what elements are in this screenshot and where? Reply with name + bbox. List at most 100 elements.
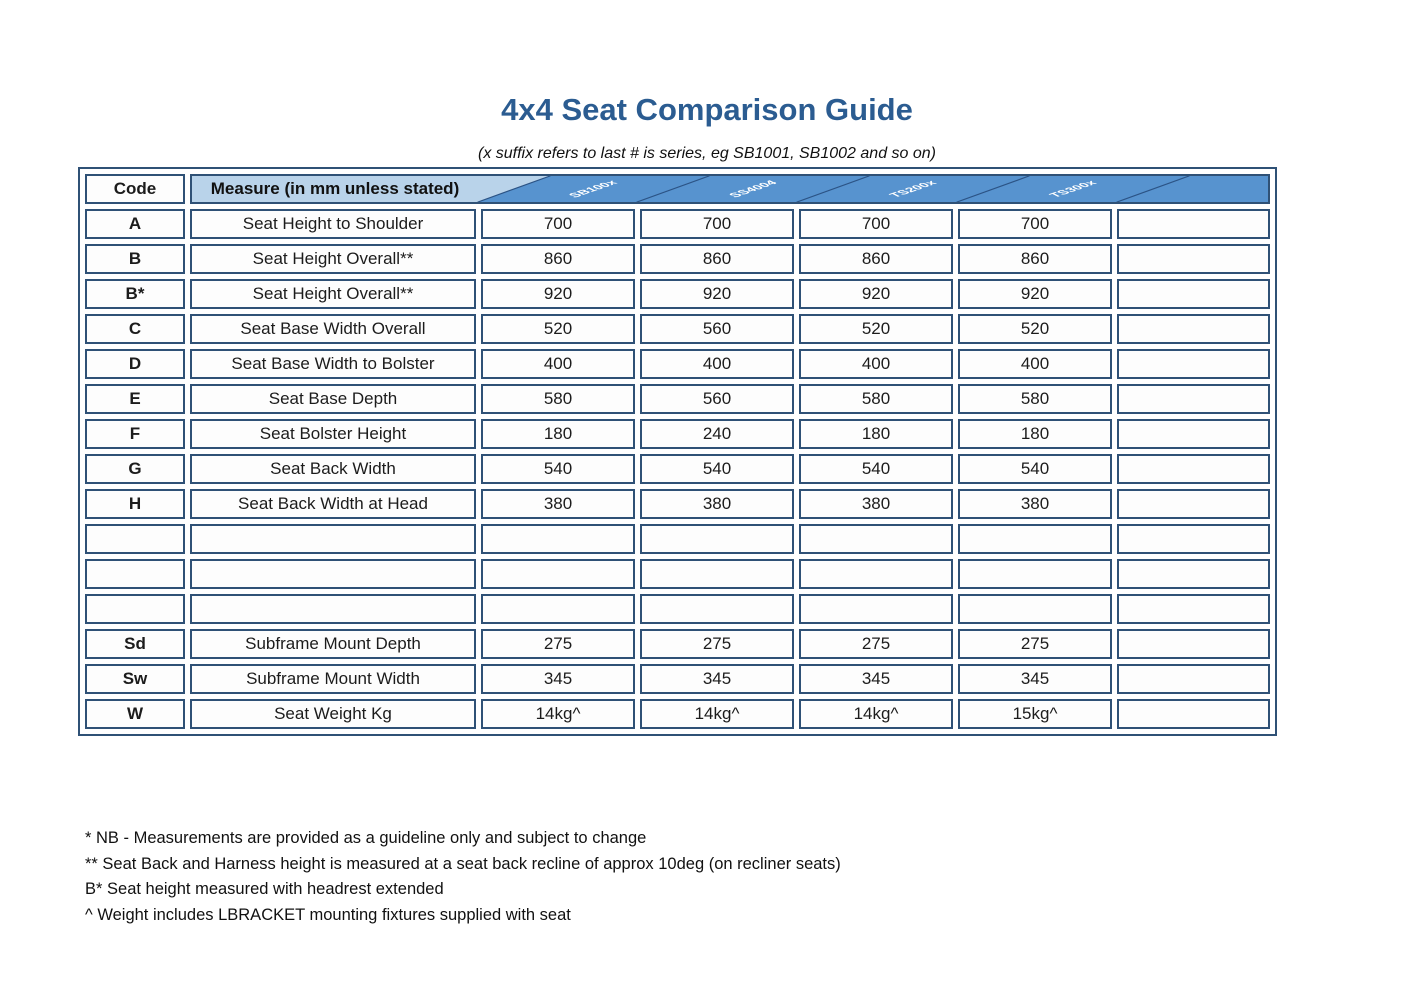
table-row: F Seat Bolster Height 180 240 180 180	[85, 419, 1270, 449]
footnotes: * NB - Measurements are provided as a gu…	[85, 826, 1185, 928]
cell-value	[1117, 454, 1270, 484]
cell-value: 580	[481, 384, 635, 414]
code-header-cell: Code	[85, 174, 185, 204]
cell-value: 700	[481, 209, 635, 239]
cell-measure: Seat Base Width to Bolster	[190, 349, 476, 379]
cell-value: 560	[640, 314, 794, 344]
table-row: A Seat Height to Shoulder 700 700 700 70…	[85, 209, 1270, 239]
cell-value: 275	[799, 629, 953, 659]
cell-value: 345	[799, 664, 953, 694]
cell-measure: Subframe Mount Width	[190, 664, 476, 694]
cell-value: 275	[958, 629, 1112, 659]
cell-code: E	[85, 384, 185, 414]
cell-value: 400	[799, 349, 953, 379]
page-title: 4x4 Seat Comparison Guide	[501, 92, 913, 127]
cell-value: 920	[799, 279, 953, 309]
measure-header-label: Measure (in mm unless stated)	[210, 179, 460, 198]
table-row: B Seat Height Overall** 860 860 860 860	[85, 244, 1270, 274]
cell-code: D	[85, 349, 185, 379]
footnote: ^ Weight includes LBRACKET mounting fixt…	[85, 905, 571, 924]
cell-value: 700	[958, 209, 1112, 239]
cell-value: 345	[958, 664, 1112, 694]
table-row: H Seat Back Width at Head 380 380 380 38…	[85, 489, 1270, 519]
cell-value	[481, 524, 635, 554]
cell-value: 400	[640, 349, 794, 379]
cell-value: 700	[799, 209, 953, 239]
cell-value: 380	[958, 489, 1112, 519]
cell-value: 345	[481, 664, 635, 694]
cell-value: 380	[640, 489, 794, 519]
cell-value	[1117, 594, 1270, 624]
cell-value	[1117, 664, 1270, 694]
cell-value: 14kg^	[799, 699, 953, 729]
cell-value: 920	[640, 279, 794, 309]
table-row: B* Seat Height Overall** 920 920 920 920	[85, 279, 1270, 309]
cell-measure: Seat Base Width Overall	[190, 314, 476, 344]
cell-value: 15kg^	[958, 699, 1112, 729]
cell-value: 14kg^	[640, 699, 794, 729]
cell-value: 520	[958, 314, 1112, 344]
table-row: E Seat Base Depth 580 560 580 580	[85, 384, 1270, 414]
header-row: Code Measure (in mm unless stated) SB100…	[85, 174, 1270, 204]
cell-value: 400	[958, 349, 1112, 379]
table-row: D Seat Base Width to Bolster 400 400 400…	[85, 349, 1270, 379]
cell-value	[958, 559, 1112, 589]
cell-value: 240	[640, 419, 794, 449]
cell-value	[958, 594, 1112, 624]
cell-value: 860	[799, 244, 953, 274]
table-row: C Seat Base Width Overall 520 560 520 52…	[85, 314, 1270, 344]
cell-measure: Seat Height to Shoulder	[190, 209, 476, 239]
footnote: B* Seat height measured with headrest ex…	[85, 880, 444, 898]
cell-measure	[190, 559, 476, 589]
cell-value	[1117, 209, 1270, 239]
cell-value: 560	[640, 384, 794, 414]
cell-code: Sd	[85, 629, 185, 659]
cell-value: 540	[640, 454, 794, 484]
cell-value	[640, 559, 794, 589]
table-row	[85, 559, 1270, 589]
cell-measure: Seat Height Overall**	[190, 279, 476, 309]
cell-measure: Seat Bolster Height	[190, 419, 476, 449]
cell-value	[1117, 279, 1270, 309]
footnote: * NB - Measurements are provided as a gu…	[85, 829, 647, 847]
cell-value: 700	[640, 209, 794, 239]
cell-measure: Seat Height Overall**	[190, 244, 476, 274]
cell-code	[85, 594, 185, 624]
diagonal-header-cell: Measure (in mm unless stated) SB100x SS4…	[190, 174, 1270, 204]
cell-value: 860	[958, 244, 1112, 274]
table-row	[85, 524, 1270, 554]
cell-code: Sw	[85, 664, 185, 694]
cell-value	[958, 524, 1112, 554]
cell-value: 860	[640, 244, 794, 274]
cell-code: C	[85, 314, 185, 344]
cell-value	[1117, 489, 1270, 519]
cell-value: 920	[481, 279, 635, 309]
cell-value: 540	[958, 454, 1112, 484]
cell-code	[85, 524, 185, 554]
cell-value: 580	[958, 384, 1112, 414]
comparison-table: Code Measure (in mm unless stated) SB100…	[78, 167, 1277, 736]
cell-value: 860	[481, 244, 635, 274]
cell-value	[481, 559, 635, 589]
cell-value: 14kg^	[481, 699, 635, 729]
cell-measure: Seat Back Width at Head	[190, 489, 476, 519]
cell-value: 180	[799, 419, 953, 449]
cell-value: 180	[481, 419, 635, 449]
cell-value	[1117, 314, 1270, 344]
cell-code: H	[85, 489, 185, 519]
table-row: W Seat Weight Kg 14kg^ 14kg^ 14kg^ 15kg^	[85, 699, 1270, 729]
cell-value: 580	[799, 384, 953, 414]
cell-value	[799, 594, 953, 624]
footnote: ** Seat Back and Harness height is measu…	[85, 854, 841, 873]
cell-code: B*	[85, 279, 185, 309]
diagonal-header-graphic: SB100x SS4004 TS200x TS300x	[192, 176, 1268, 202]
cell-measure: Seat Weight Kg	[190, 699, 476, 729]
cell-measure: Subframe Mount Depth	[190, 629, 476, 659]
cell-value	[640, 524, 794, 554]
cell-value	[1117, 629, 1270, 659]
cell-value: 345	[640, 664, 794, 694]
table-row	[85, 594, 1270, 624]
cell-value	[799, 559, 953, 589]
table-row: Sw Subframe Mount Width 345 345 345 345	[85, 664, 1270, 694]
cell-code: W	[85, 699, 185, 729]
